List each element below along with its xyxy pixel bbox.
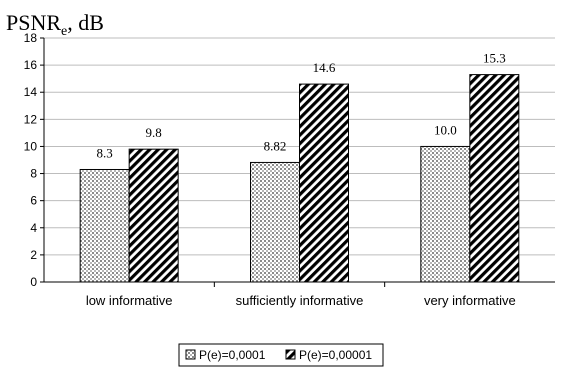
bar-series-2-1	[299, 83, 349, 283]
data-label-series-2-1: 14.6	[313, 60, 336, 75]
bar-series-1-0	[79, 168, 130, 283]
data-label-series-2-0: 9.8	[146, 125, 162, 140]
y-tick-label: 14	[24, 85, 38, 99]
bar-series-1-2	[420, 145, 471, 283]
data-label-series-1-1: 8.82	[264, 138, 287, 153]
labels: 0 2 4 6 8 10 12 14 16 18 8.3 9.8 low informative 8.82…	[24, 31, 516, 308]
y-axis-title: PSNRe, dB	[6, 10, 104, 39]
y-tick-label: 18	[24, 31, 38, 45]
y-tick-label: 6	[30, 194, 37, 208]
legend: P(e)=0,0001 P(e)=0,00001	[178, 343, 384, 367]
y-tick-label: 0	[30, 275, 37, 289]
legend-label-series-1: P(e)=0,0001	[199, 348, 266, 362]
data-label-series-1-2: 10.0	[434, 122, 457, 137]
y-axis-title-main: PSNR	[6, 10, 61, 35]
y-tick-label: 4	[30, 221, 37, 235]
x-category-label: sufficiently informative	[236, 293, 364, 308]
legend-label-series-2: P(e)=0,00001	[299, 348, 372, 362]
y-tick-label: 8	[30, 167, 37, 181]
y-tick-label: 16	[24, 58, 38, 72]
y-tick-label: 12	[24, 112, 38, 126]
y-tick-label: 10	[24, 139, 38, 153]
y-axis-title-subscript: e	[61, 24, 67, 39]
axes	[40, 37, 555, 287]
x-category-label: low informative	[86, 293, 173, 308]
y-axis-title-unit: , dB	[67, 10, 104, 35]
legend-swatch-series-1	[185, 349, 196, 360]
bar-series-1-1	[250, 161, 300, 283]
bars	[79, 74, 520, 283]
bar-series-2-0	[128, 148, 179, 283]
x-category-label: very informative	[424, 293, 516, 308]
y-tick-label: 2	[30, 248, 37, 262]
legend-swatch-series-2	[285, 349, 296, 360]
data-label-series-2-2: 15.3	[483, 51, 506, 66]
bar-series-2-2	[469, 74, 520, 283]
data-label-series-1-0: 8.3	[97, 145, 113, 160]
